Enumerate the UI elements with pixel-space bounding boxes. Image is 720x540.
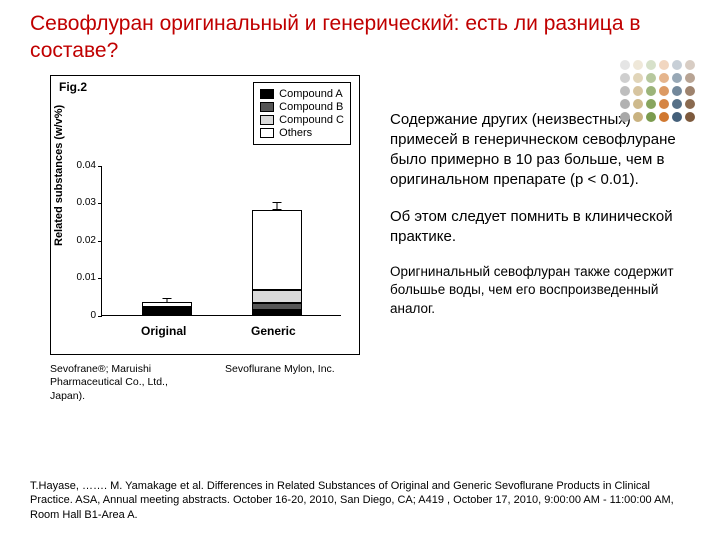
- caption-right: Sevoflurane Mylon, Inc.: [225, 363, 360, 404]
- bar-group: [252, 210, 302, 315]
- legend-label: Compound B: [279, 101, 343, 113]
- content-row: Fig.2 Compound ACompound BCompound COthe…: [0, 65, 720, 404]
- chart-captions: Sevofrane®; Maruishi Pharmaceutical Co.,…: [50, 363, 360, 404]
- error-bar: [277, 202, 278, 210]
- dot: [633, 60, 643, 70]
- y-tick-label: 0.03: [64, 197, 96, 208]
- x-axis-label: Original: [141, 324, 186, 338]
- legend-swatch: [260, 115, 274, 125]
- legend-swatch: [260, 128, 274, 138]
- dot: [659, 73, 669, 83]
- bar-segment: [252, 210, 302, 291]
- page-title: Севофлуран оригинальный и генерический: …: [0, 0, 720, 65]
- dot: [672, 112, 682, 122]
- citation: T.Hayase, ……. M. Yamakage et al. Differe…: [30, 479, 690, 522]
- dot: [646, 99, 656, 109]
- dot: [620, 112, 630, 122]
- legend-swatch: [260, 102, 274, 112]
- dot: [659, 99, 669, 109]
- y-tick-label: 0.02: [64, 235, 96, 246]
- bar-segment: [252, 290, 302, 303]
- paragraph-2: Об этом следует помнить в клинической пр…: [390, 207, 690, 248]
- dot: [672, 99, 682, 109]
- chart-figure: Fig.2 Compound ACompound BCompound COthe…: [50, 75, 360, 355]
- bar-group: [142, 302, 192, 314]
- dot: [685, 99, 695, 109]
- dot: [672, 60, 682, 70]
- dot: [685, 86, 695, 96]
- y-axis-label: Related substances (w/v%): [53, 104, 65, 245]
- dot: [633, 73, 643, 83]
- chart-legend: Compound ACompound BCompound COthers: [253, 82, 351, 145]
- y-tick-mark: [98, 316, 102, 317]
- dot: [620, 60, 630, 70]
- y-tick-mark: [98, 278, 102, 279]
- dot: [633, 112, 643, 122]
- dot: [620, 73, 630, 83]
- dot: [685, 73, 695, 83]
- chart-column: Fig.2 Compound ACompound BCompound COthe…: [50, 75, 360, 404]
- caption-left: Sevofrane®; Maruishi Pharmaceutical Co.,…: [50, 363, 185, 404]
- legend-label: Compound C: [279, 114, 344, 126]
- bar-segment: [252, 310, 302, 315]
- legend-item: Compound A: [260, 88, 344, 100]
- dot: [672, 86, 682, 96]
- dot: [659, 60, 669, 70]
- dot: [646, 112, 656, 122]
- legend-item: Compound C: [260, 114, 344, 126]
- dot: [633, 86, 643, 96]
- dot: [659, 86, 669, 96]
- legend-label: Others: [279, 127, 312, 139]
- dot: [685, 112, 695, 122]
- paragraph-3: Оригнинальный севофлуран также содержит …: [390, 263, 690, 318]
- y-tick-label: 0: [64, 310, 96, 321]
- dot: [646, 86, 656, 96]
- figure-label: Fig.2: [59, 80, 87, 94]
- legend-item: Others: [260, 127, 344, 139]
- error-bar: [167, 298, 168, 304]
- dot: [672, 73, 682, 83]
- dot: [633, 99, 643, 109]
- legend-swatch: [260, 89, 274, 99]
- bar-segment: [142, 311, 192, 315]
- y-tick-label: 0.04: [64, 160, 96, 171]
- legend-item: Compound B: [260, 101, 344, 113]
- legend-label: Compound A: [279, 88, 343, 100]
- dot: [659, 112, 669, 122]
- y-tick-mark: [98, 203, 102, 204]
- plot-area: 00.010.020.030.04: [101, 166, 341, 316]
- y-tick-label: 0.01: [64, 272, 96, 283]
- dot: [685, 60, 695, 70]
- decorative-dots: [620, 60, 695, 122]
- dot: [646, 60, 656, 70]
- dot: [620, 99, 630, 109]
- x-axis-label: Generic: [251, 324, 296, 338]
- dot: [620, 86, 630, 96]
- text-column: Содержание других (неизвестных) примесей…: [390, 75, 690, 404]
- bar-segment: [252, 303, 302, 310]
- y-tick-mark: [98, 166, 102, 167]
- y-tick-mark: [98, 241, 102, 242]
- dot: [646, 73, 656, 83]
